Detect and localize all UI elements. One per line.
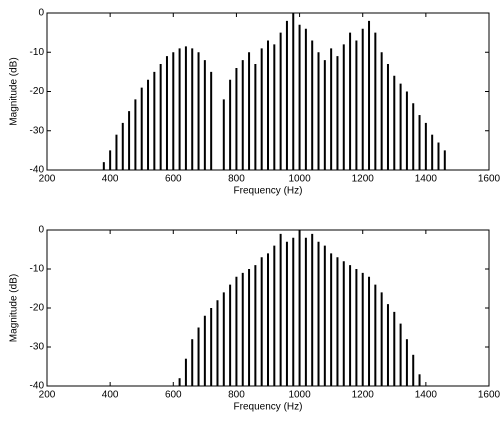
- x-tick-label: 1200: [352, 174, 375, 185]
- x-tick-label: 400: [102, 174, 119, 185]
- y-tick-label: -10: [30, 47, 45, 58]
- y-tick-label: -10: [30, 264, 45, 275]
- x-tick-label: 800: [228, 174, 245, 185]
- x-tick-label: 800: [228, 390, 245, 401]
- x-tick-label: 1600: [478, 174, 501, 185]
- y-tick-label: 0: [38, 8, 44, 19]
- y-tick-label: -20: [30, 86, 45, 97]
- y-tick-label: -40: [30, 165, 45, 176]
- x-tick-label: 200: [39, 174, 56, 185]
- y-tick-label: -30: [30, 125, 45, 136]
- y-tick-label: -40: [30, 381, 45, 392]
- x-tick-label: 1600: [478, 390, 501, 401]
- x-tick-label: 1000: [288, 390, 311, 401]
- x-tick-label: 1000: [288, 174, 311, 185]
- x-tick-label: 200: [39, 390, 56, 401]
- x-axis-label: Frequency (Hz): [234, 186, 303, 197]
- y-tick-label: 0: [38, 225, 44, 236]
- x-tick-label: 1400: [415, 174, 438, 185]
- x-tick-label: 600: [165, 174, 182, 185]
- y-tick-label: -30: [30, 342, 45, 353]
- x-tick-label: 600: [165, 390, 182, 401]
- x-tick-label: 1400: [415, 390, 438, 401]
- y-axis-label: Magnitude (dB): [9, 57, 20, 125]
- x-tick-label: 1200: [352, 390, 375, 401]
- x-tick-label: 400: [102, 390, 119, 401]
- y-axis-label: Magnitude (dB): [9, 274, 20, 342]
- x-axis-label: Frequency (Hz): [234, 402, 303, 413]
- y-tick-label: -20: [30, 303, 45, 314]
